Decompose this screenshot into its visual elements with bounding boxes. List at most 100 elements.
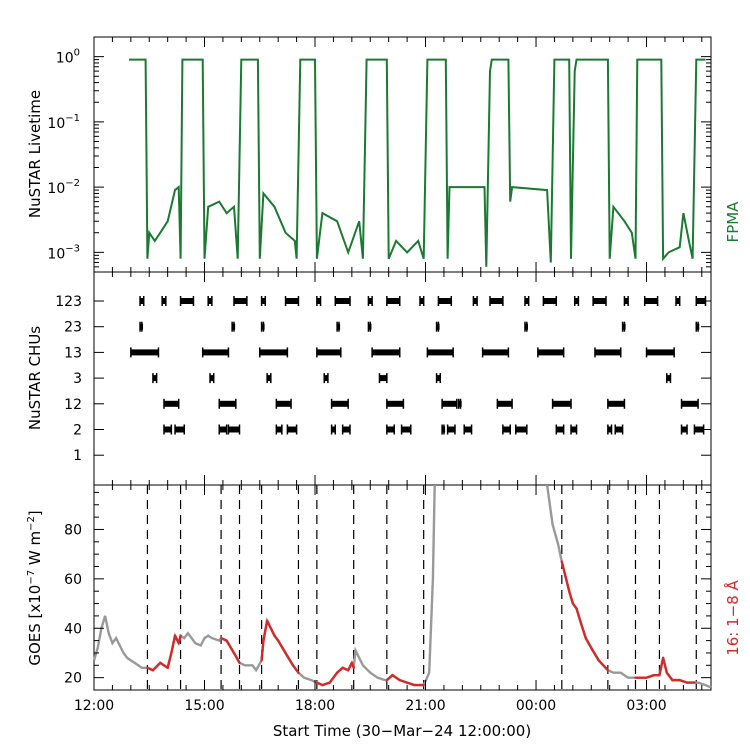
chu-13-segment xyxy=(537,349,564,356)
chu-2-segment xyxy=(681,426,688,433)
chu-12-segment xyxy=(331,400,349,407)
goes-flux-active-segment xyxy=(151,661,162,672)
goes-flux-active-segment xyxy=(665,671,674,682)
chu-2-segment xyxy=(175,426,185,433)
chu-12-segment xyxy=(163,400,179,407)
chu-plot xyxy=(130,296,707,435)
goes-flux-active-segment xyxy=(678,678,689,684)
goes-flux-active-segment xyxy=(170,634,177,655)
livetime-ytick-base: 10 xyxy=(47,116,65,132)
chu-123-segment xyxy=(162,298,166,304)
chu-13-segment xyxy=(427,349,454,356)
axes: 10010−110−210−31232313312212040608012:00… xyxy=(47,36,711,714)
goes-flux-active-segment xyxy=(159,661,169,669)
chu-123-segment xyxy=(208,298,212,304)
goes-flux-active-segment xyxy=(597,659,610,672)
goes-plot xyxy=(92,484,712,690)
chu-2-segment xyxy=(342,426,351,433)
xtick-label: 15:00 xyxy=(184,698,224,714)
goes-flux-active-segment xyxy=(260,639,265,662)
livetime-ytick-label: 100 xyxy=(56,48,80,67)
livetime-ytick-exp: −2 xyxy=(65,178,80,189)
goes-flux-line xyxy=(545,484,712,689)
goes-ylabel-sup: −7 xyxy=(26,570,37,585)
livetime-ytick-exp: 0 xyxy=(74,48,80,59)
chu-2-segment xyxy=(331,426,336,433)
livetime-ylabel: NuSTAR Livetime xyxy=(26,90,44,218)
livetime-ytick-label: 10−1 xyxy=(47,113,80,132)
chu-2-segment xyxy=(464,426,472,433)
livetime-ytick-label: 10−2 xyxy=(47,178,80,197)
goes-flux-active-segment xyxy=(225,639,236,655)
chu-2-segment xyxy=(607,426,612,433)
goes-flux-active-segment xyxy=(398,678,409,684)
goes-ytick-label: 20 xyxy=(64,671,82,687)
chu-123-segment xyxy=(316,298,321,304)
goes-flux-active-segment xyxy=(291,664,300,674)
chu-123-segment xyxy=(473,298,478,304)
chu-2-segment xyxy=(228,426,240,433)
goes-ytick-label: 40 xyxy=(64,621,82,637)
chu-2-segment xyxy=(556,426,564,433)
livetime-ytick-exp: −3 xyxy=(65,243,80,254)
chu-123-segment xyxy=(419,298,424,304)
chu-123-segment xyxy=(368,298,373,304)
chu-3-segment xyxy=(666,375,671,382)
goes-ylabel-close: ] xyxy=(26,510,44,516)
chu-123-segment xyxy=(233,298,247,304)
chu-3-segment xyxy=(210,375,214,382)
goes-flux-active-segment xyxy=(166,651,173,669)
goes-flux-active-segment xyxy=(265,619,273,630)
chu-2-segment xyxy=(447,426,455,433)
goes-ytick-label: 60 xyxy=(64,572,82,588)
goes-flux-active-segment xyxy=(645,673,656,679)
goes-flux-active-segment xyxy=(405,681,416,687)
goes-flux-active-segment xyxy=(350,661,355,669)
chu-123-segment xyxy=(335,298,351,304)
chu-3-segment xyxy=(436,375,441,382)
livetime-ytick-label: 10−3 xyxy=(47,243,80,262)
chu-123-segment xyxy=(644,298,658,304)
chu-12-segment xyxy=(681,400,699,407)
chu-13-segment xyxy=(646,349,675,356)
chu-2-segment xyxy=(276,426,282,433)
chu-category-label: 2 xyxy=(73,423,82,439)
chu-123-segment xyxy=(593,298,607,304)
chu-13-segment xyxy=(594,349,621,356)
chu-ylabel: NuSTAR CHUs xyxy=(26,326,44,430)
chu-123-segment xyxy=(543,298,557,304)
livetime-right-label: FPMA xyxy=(724,201,742,243)
goes-ylabel-sup2: −2 xyxy=(26,516,37,531)
chu-123-segment xyxy=(676,298,680,304)
chu-3-segment xyxy=(152,375,157,382)
chu-123-segment xyxy=(574,298,579,304)
goes-flux-active-segment xyxy=(177,634,182,645)
xtick-label: 03:00 xyxy=(626,698,666,714)
goes-flux-active-segment xyxy=(590,646,600,662)
chu-123-segment xyxy=(140,298,144,304)
chu-2-segment xyxy=(571,426,577,433)
chu-123-segment xyxy=(524,298,529,304)
chu-12-segment xyxy=(442,400,457,407)
xtick-label: 18:00 xyxy=(295,698,335,714)
goes-flux-active-segment xyxy=(391,673,401,682)
goes-flux-active-segment xyxy=(321,681,331,687)
goes-flux-active-segment xyxy=(328,671,339,684)
chu-123-segment xyxy=(285,298,299,304)
chu-123-segment xyxy=(624,298,629,304)
goes-flux-active-segment xyxy=(658,656,665,677)
chu-2-segment xyxy=(502,426,511,433)
livetime-ytick-base: 10 xyxy=(56,51,74,67)
chu-category-label: 12 xyxy=(64,397,82,413)
chu-12-segment xyxy=(497,400,513,407)
goes-ytick-label: 80 xyxy=(64,522,82,538)
chu-2-segment xyxy=(163,426,172,433)
chu-12-segment xyxy=(219,400,236,407)
xtick-label: 21:00 xyxy=(405,698,445,714)
livetime-plot xyxy=(129,58,706,267)
chu-12-segment xyxy=(276,400,292,407)
goes-flux-active-segment xyxy=(575,607,582,623)
goes-xlabel: Start Time (30−Mar−24 12:00:00) xyxy=(273,722,531,740)
goes-flux-active-segment xyxy=(385,673,394,682)
fpma-livetime-line xyxy=(129,58,706,267)
